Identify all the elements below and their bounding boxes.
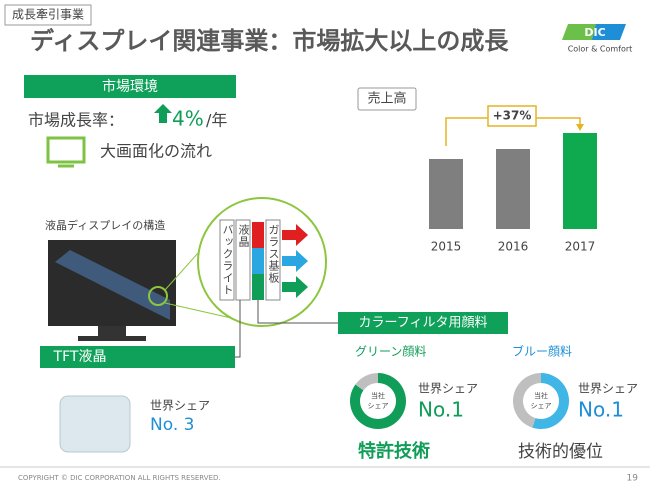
green-strength: 特許技術 [358,440,430,462]
filter-red [252,222,264,248]
annotation-box [487,105,537,127]
donut-center-label: 当社 [534,391,548,400]
chart-title: 売上高 [367,91,406,107]
logo-mark: DIC [584,26,605,39]
bar [429,159,463,229]
glass-share-label: 世界シェア [150,399,210,413]
layer-label: ガラス基板 [267,224,280,284]
logo-shape [592,24,626,40]
zoom-spot [148,286,168,306]
layer-label: バックライト [221,224,234,296]
arrow-red [282,224,308,246]
lcd-panel [55,250,170,320]
heading-box [24,75,236,98]
x-tick-label: 2015 [431,240,462,254]
blue-strength: 技術的優位 [518,442,603,462]
logo-shape [562,24,600,40]
filter-box [338,312,508,334]
layer [265,219,281,301]
blue-share-label: 世界シェア [578,382,638,396]
arrow-green [282,276,308,298]
logo-tagline: Color & Comfort [568,45,633,54]
tft-box [40,346,235,368]
green-share-rank: No.1 [418,398,464,422]
layer [219,219,235,301]
chart-title-box [357,87,417,111]
glass-share-rank: No. 3 [150,415,194,435]
tag: 成長牽引事業 [12,7,84,22]
tag-box [4,4,92,26]
green-share-label: 世界シェア [418,382,478,396]
trend: 大画面化の流れ [100,142,212,161]
donut-slice [532,373,570,430]
monitor-base [78,336,146,341]
growth-value: 4% [172,107,204,131]
structure-caption: 液晶ディスプレイの構造 [45,218,165,232]
x-tick-label: 2017 [565,240,596,254]
bar [563,133,597,229]
title: ディスプレイ関連事業：市場拡大以上の成長 [30,27,509,55]
donut-slice [350,373,407,429]
donut-center-label: シェア [531,402,552,410]
donut-slice [513,373,541,428]
blue-name: ブルー顔料 [512,344,572,359]
glass-image [59,395,131,453]
tft-label: TFT液晶 [53,349,107,365]
arrow-blue [282,250,308,272]
donut-center-label: シェア [368,402,389,410]
filter-green [252,274,264,300]
layer-label: 液晶 [237,223,250,248]
growth-label: 市場成長率： [28,111,124,130]
filter-blue [252,248,264,274]
growth-arrowhead [576,124,584,131]
page-number: 19 [627,474,639,484]
zoom-line [164,302,241,321]
copyright: COPYRIGHT © DIC CORPORATION ALL RIGHTS R… [18,474,221,482]
layer [235,219,251,301]
bar [496,149,530,229]
green-name: グリーン顔料 [355,344,426,359]
annotation: +37% [493,109,532,123]
monitor-stand [98,326,126,336]
blue-share-rank: No.1 [578,398,624,422]
up-arrow [154,104,172,123]
connector [235,300,241,358]
heading: 市場環境 [102,78,158,95]
donut-center-label: 当社 [371,391,385,400]
x-tick-label: 2016 [498,240,529,254]
growth-unit: /年 [206,111,227,130]
connector [257,300,338,324]
filter-label: カラーフィルタ用顔料 [359,316,488,331]
donut-slice [355,373,378,391]
monitor-icon [46,136,86,164]
